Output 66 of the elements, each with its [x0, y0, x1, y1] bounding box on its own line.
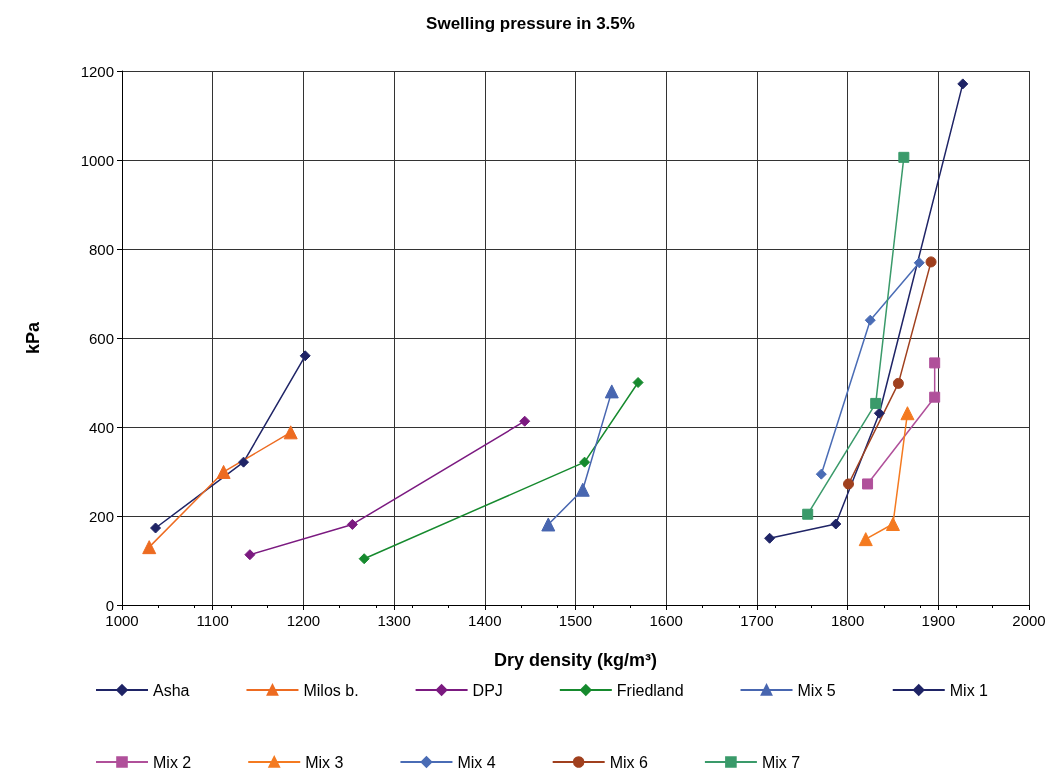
point — [898, 151, 910, 163]
y-tick-label: 800 — [88, 240, 114, 258]
x-axis-title: Dry density (kg/m³) — [493, 650, 658, 670]
y-tick-label: 600 — [88, 329, 114, 347]
x-tick-label: 1600 — [649, 612, 683, 629]
x-tick-label: 2000 — [1012, 612, 1046, 629]
point — [632, 377, 644, 388]
legend-label: Friedland — [616, 681, 684, 699]
legend-label: Mix 7 — [761, 753, 801, 771]
legend-label: Mix 1 — [949, 681, 989, 699]
x-tick-label: 1900 — [921, 612, 955, 629]
point — [815, 468, 827, 480]
y-tick-label: 200 — [88, 507, 114, 525]
point — [802, 508, 814, 520]
point — [870, 397, 882, 409]
y-tick-label: 1200 — [80, 62, 114, 80]
point — [864, 314, 876, 326]
point — [830, 518, 842, 530]
x-tick-label: 1700 — [740, 612, 774, 629]
point — [346, 518, 358, 530]
point — [862, 478, 874, 490]
point — [579, 456, 591, 468]
y-tick-label: 400 — [88, 418, 114, 436]
legend-label: Mix 4 — [457, 753, 496, 771]
point — [604, 384, 619, 399]
point — [142, 540, 157, 555]
legend-label: Mix 2 — [153, 753, 192, 771]
legend-label: Milos b. — [303, 681, 359, 699]
point — [925, 256, 937, 268]
point — [900, 406, 915, 421]
legend-label: Mix 3 — [305, 753, 344, 771]
point — [238, 456, 250, 468]
x-tick-label: 1100 — [196, 612, 229, 629]
chart-title: Swelling pressure in 3.5% — [426, 14, 635, 33]
point — [283, 425, 298, 440]
x-tick-label: 1300 — [377, 612, 411, 629]
point — [519, 415, 531, 427]
point — [913, 257, 925, 269]
x-tick-label: 1400 — [468, 612, 502, 629]
legend-label: Mix 6 — [609, 753, 649, 771]
x-tick-label: 1800 — [830, 612, 865, 629]
point — [858, 532, 873, 547]
x-tick-label: 1500 — [558, 612, 593, 629]
legend-label: Asha — [153, 681, 190, 699]
point — [929, 391, 941, 403]
point — [358, 553, 370, 565]
legend-label: Mix 5 — [797, 681, 836, 699]
point — [885, 517, 900, 532]
point — [764, 532, 776, 544]
x-tick-label: 1000 — [105, 612, 139, 629]
point — [957, 78, 969, 90]
point — [843, 478, 855, 490]
point — [150, 522, 162, 534]
x-tick-label: 1200 — [286, 612, 321, 629]
y-tick-label: 0 — [105, 596, 114, 614]
point — [541, 517, 556, 532]
point — [575, 482, 590, 497]
point — [299, 350, 311, 362]
y-axis-title: kPa — [23, 321, 43, 355]
legend-label: DPJ — [472, 681, 503, 699]
point — [892, 377, 904, 389]
point — [929, 357, 941, 369]
y-tick-label: 1000 — [80, 151, 114, 169]
point — [873, 407, 885, 419]
point — [244, 549, 256, 561]
point — [216, 464, 231, 479]
